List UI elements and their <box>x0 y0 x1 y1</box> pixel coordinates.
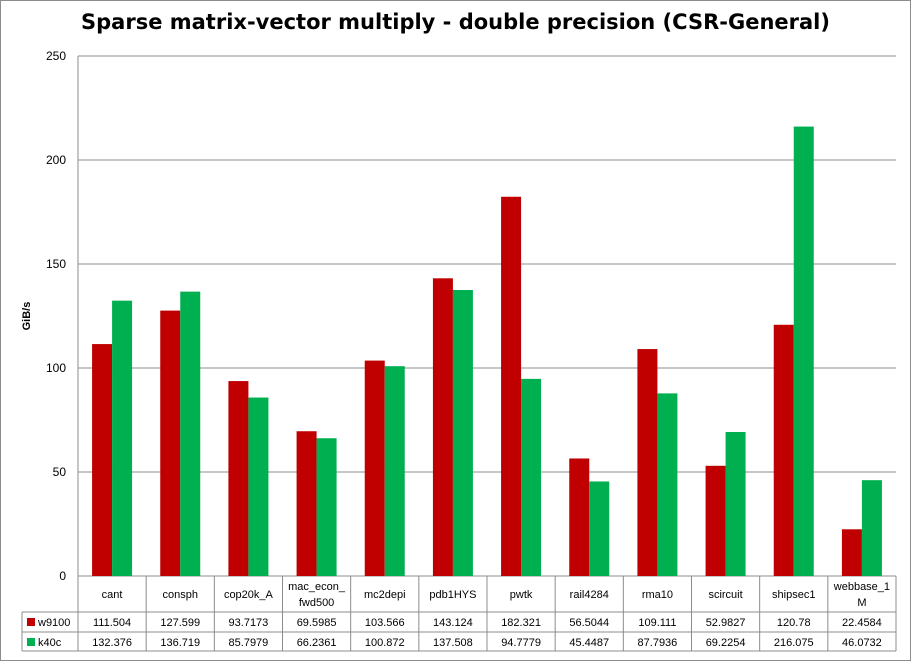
data-cell-k40c-1: 136.719 <box>160 637 200 649</box>
bar-k40c-11 <box>861 480 882 576</box>
category-label-11-line-0: webbase_1 <box>833 581 890 593</box>
bar-k40c-10 <box>793 126 814 577</box>
category-label-9: scircuit <box>708 589 742 601</box>
bar-w9100-5 <box>432 278 453 576</box>
y-axis-label: GiB/s <box>21 302 33 331</box>
category-label-8: rma10 <box>642 589 673 601</box>
bar-w9100-0 <box>92 344 113 576</box>
data-cell-w9100-3: 69.5985 <box>297 617 337 629</box>
legend-label-k40c: k40c <box>38 637 62 649</box>
data-cell-w9100-6: 182.321 <box>501 617 541 629</box>
data-cell-k40c-6: 94.7779 <box>501 637 541 649</box>
bar-k40c-6 <box>521 378 542 576</box>
data-cell-k40c-7: 45.4487 <box>569 637 609 649</box>
bar-w9100-3 <box>296 431 317 576</box>
data-cell-k40c-3: 66.2361 <box>297 637 337 649</box>
data-cell-w9100-9: 52.9827 <box>706 617 746 629</box>
data-cell-k40c-8: 87.7936 <box>638 637 678 649</box>
legend-label-w9100: w9100 <box>37 617 70 629</box>
bar-k40c-3 <box>316 438 337 576</box>
data-cell-w9100-11: 22.4584 <box>842 617 882 629</box>
y-tick-label-100: 100 <box>46 361 66 375</box>
legend-swatch-k40c <box>27 638 35 646</box>
bar-w9100-10 <box>773 324 794 576</box>
bar-k40c-2 <box>248 397 269 576</box>
data-cell-w9100-10: 120.78 <box>777 617 811 629</box>
y-tick-label-250: 250 <box>46 49 66 63</box>
bar-w9100-11 <box>841 529 862 576</box>
y-tick-label-0: 0 <box>59 569 66 583</box>
y-tick-label-50: 50 <box>53 465 67 479</box>
data-cell-w9100-5: 143.124 <box>433 617 473 629</box>
data-cell-k40c-4: 100.872 <box>365 637 405 649</box>
data-cell-w9100-8: 109.111 <box>638 617 676 629</box>
bar-w9100-8 <box>637 349 658 576</box>
category-label-5: pdb1HYS <box>429 589 476 601</box>
bar-k40c-0 <box>112 300 133 576</box>
data-cell-w9100-0: 111.504 <box>93 617 131 629</box>
chart-title: Sparse matrix-vector multiply - double p… <box>81 10 830 34</box>
data-cell-k40c-2: 85.7979 <box>229 637 269 649</box>
category-label-11-line-1: M <box>857 597 866 609</box>
category-label-3-line-1: fwd500 <box>299 597 334 609</box>
data-cell-w9100-7: 56.5044 <box>569 617 609 629</box>
data-cell-k40c-10: 216.075 <box>774 637 814 649</box>
bar-w9100-7 <box>569 458 590 576</box>
data-cell-w9100-2: 93.7173 <box>229 617 269 629</box>
data-cell-k40c-11: 46.0732 <box>842 637 882 649</box>
y-tick-label-200: 200 <box>46 153 66 167</box>
bar-w9100-6 <box>501 196 522 576</box>
bar-k40c-9 <box>725 432 746 576</box>
category-label-2: cop20k_A <box>224 589 274 601</box>
bar-w9100-2 <box>228 381 249 576</box>
category-label-6: pwtk <box>510 589 533 601</box>
category-label-4: mc2depi <box>364 589 406 601</box>
category-label-1: consph <box>163 589 198 601</box>
bar-k40c-1 <box>180 291 201 576</box>
category-label-7: rail4284 <box>570 589 609 601</box>
bar-k40c-7 <box>589 481 610 576</box>
bar-w9100-1 <box>160 310 181 576</box>
bar-k40c-8 <box>657 393 678 576</box>
data-cell-w9100-4: 103.566 <box>365 617 405 629</box>
data-cell-k40c-9: 69.2254 <box>706 637 746 649</box>
category-label-3-line-0: mac_econ_ <box>288 581 346 593</box>
bar-k40c-5 <box>452 289 473 576</box>
data-cell-w9100-1: 127.599 <box>160 617 200 629</box>
bar-w9100-4 <box>364 360 385 576</box>
data-cell-k40c-0: 132.376 <box>92 637 132 649</box>
category-label-0: cant <box>102 589 123 601</box>
y-tick-label-150: 150 <box>46 257 66 271</box>
category-label-10: shipsec1 <box>772 589 815 601</box>
data-cell-k40c-5: 137.508 <box>433 637 473 649</box>
legend-swatch-w9100 <box>27 618 35 626</box>
bar-w9100-9 <box>705 465 726 576</box>
bar-k40c-4 <box>384 366 405 576</box>
